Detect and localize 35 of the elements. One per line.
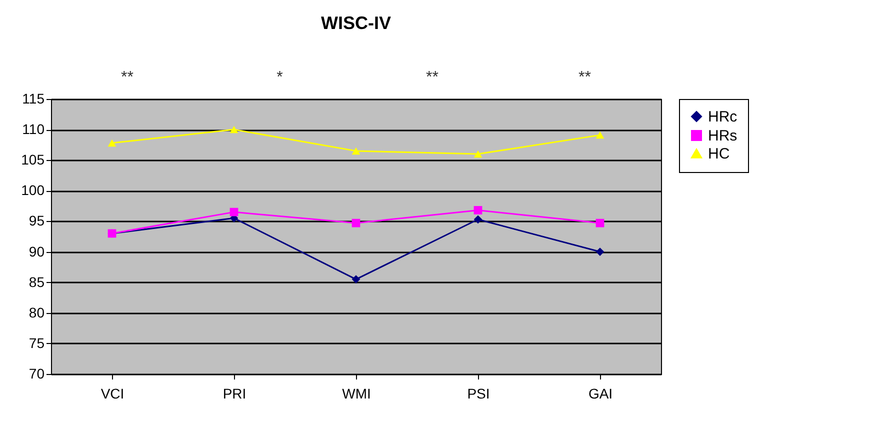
y-tick-label: 70 — [28, 366, 45, 382]
point — [474, 206, 482, 214]
point — [230, 126, 238, 134]
text: ** — [426, 69, 438, 86]
point — [474, 150, 482, 158]
x-tick-label: GAI — [588, 386, 613, 402]
point — [230, 208, 238, 216]
legend-label: HRc — [708, 108, 738, 126]
point — [474, 215, 482, 224]
point — [352, 218, 360, 228]
y-tick-label: 105 — [21, 152, 45, 168]
legend-label: HRs — [708, 128, 738, 144]
y-tick-label: 90 — [28, 243, 45, 260]
y-tick-label: 80 — [28, 304, 45, 320]
y-tick-label: 85 — [28, 274, 45, 290]
point — [352, 275, 360, 284]
point — [352, 147, 360, 155]
x-tick-label: PRI — [222, 386, 246, 402]
y-tick-label: 110 — [22, 121, 45, 138]
y-tick-label: 115 — [22, 90, 45, 106]
x-tick-label: VCI — [100, 386, 124, 402]
y-tick-label: 95 — [28, 212, 45, 229]
point — [596, 218, 604, 228]
x-tick-label: WMI — [342, 386, 371, 402]
x-tick-label: PSI — [467, 386, 490, 402]
text: ** — [578, 69, 591, 86]
y-tick-label: 100 — [21, 182, 45, 198]
legend-label: HC — [708, 146, 730, 162]
y-tick-label: 75 — [28, 334, 45, 351]
text: * — [276, 69, 283, 86]
point — [596, 248, 604, 256]
chart-title: WISC-IV — [321, 13, 391, 33]
text: ** — [121, 69, 134, 86]
point — [108, 139, 116, 147]
point — [596, 131, 604, 139]
